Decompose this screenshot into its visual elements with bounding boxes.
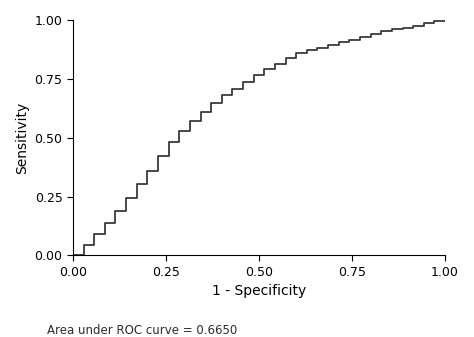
Y-axis label: Sensitivity: Sensitivity — [15, 101, 29, 174]
Text: Area under ROC curve = 0.6650: Area under ROC curve = 0.6650 — [47, 324, 237, 337]
X-axis label: 1 - Specificity: 1 - Specificity — [212, 284, 306, 298]
